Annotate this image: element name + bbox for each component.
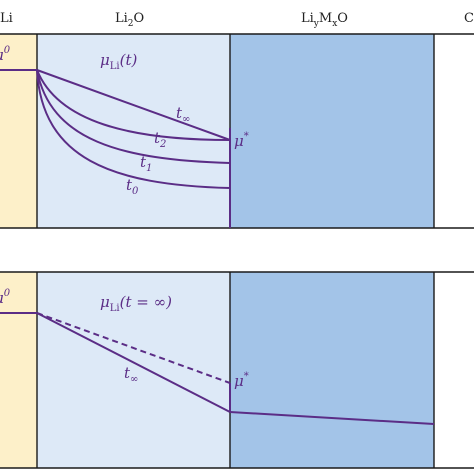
top-mu-star-label: μ* [234,131,249,150]
curve-t-infinity [36,69,231,141]
label-t0-sub: 0 [132,186,139,197]
bottom-mu-star-label: μ* [234,371,249,390]
bottom-function-label: μLi(t = ∞) [100,293,172,314]
bottom-dashed-line [36,312,231,384]
bottom-mu0-main: μ [0,289,4,307]
top-li2o-region [37,34,230,228]
label-t1: t1 [140,153,152,174]
header-li2o-main: Li [115,11,128,26]
top-function-arg: (t) [120,51,138,69]
label-t-infinity: t∞ [176,104,190,125]
bottom-mu-star-main: μ [234,372,244,390]
label-t0-name: t [126,176,133,194]
bottom-liymxo-gradient-line [229,411,435,425]
top-mu0-main: μ [0,46,4,64]
curve-t0 [36,69,231,189]
label-t2: t2 [154,129,166,150]
label-t0: t0 [126,176,139,197]
top-mu0-label: μ0 [0,45,11,64]
header-liymxo-sub1: y [313,19,320,29]
label-t1-sub: 1 [146,163,152,174]
top-mu-star-main: μ [234,132,244,150]
top-mu-star-sup: * [244,131,249,142]
header-cut: C [464,11,474,26]
bottom-label-t-infinity: t∞ [124,364,138,385]
header-li2o: Li2O [115,11,144,29]
curve-t2 [36,69,231,141]
top-function-mu: μ [100,51,110,69]
top-function-label: μLi(t) [100,51,137,72]
bottom-liymxo-region [230,272,434,468]
header-li2o-sub: 2 [128,19,134,29]
bottom-function-arg: (t = ∞) [120,293,172,311]
bottom-label-t-infinity-name: t [124,364,131,382]
bottom-mu0-label: μ0 [0,288,11,307]
bottom-mu0-sup: 0 [4,288,11,299]
top-function-sub: Li [110,61,120,72]
header-liymxo-mid: M [319,11,332,26]
bottom-label-t-infinity-sub: ∞ [130,374,138,385]
top-right-region [434,34,474,228]
header-li: Li [0,11,13,26]
header-liymxo-sub2: x [332,19,337,29]
label-t2-name: t [154,129,161,147]
label-t2-sub: 2 [159,139,166,150]
bottom-mu-star-sup: * [244,371,249,382]
label-t-infinity-name: t [176,104,183,122]
header-li2o-tail: O [134,11,145,26]
bottom-curve-t-infinity [36,312,231,413]
top-li-region [0,34,37,228]
bottom-panel: μ0 μLi(t = ∞) μ* t∞ [0,271,474,469]
bottom-li-region [0,272,37,468]
header-li-main: Li [0,11,13,26]
top-liymxo-region [230,34,434,228]
bottom-function-mu: μ [100,293,110,311]
bottom-li2o-region [37,272,230,468]
top-mu0-sup: 0 [4,45,11,56]
bottom-function-sub: Li [110,303,120,314]
top-panel: μ0 μLi(t) μ* t∞ t2 t1 t0 [0,33,474,229]
header-liymxo: LiyMxO [301,11,348,29]
curve-t1 [36,69,231,164]
header-liymxo-tail: O [337,11,348,26]
label-t-infinity-sub: ∞ [182,114,190,125]
label-t1-name: t [140,153,147,171]
bottom-right-region [434,272,474,468]
header-liymxo-main: Li [301,11,314,26]
